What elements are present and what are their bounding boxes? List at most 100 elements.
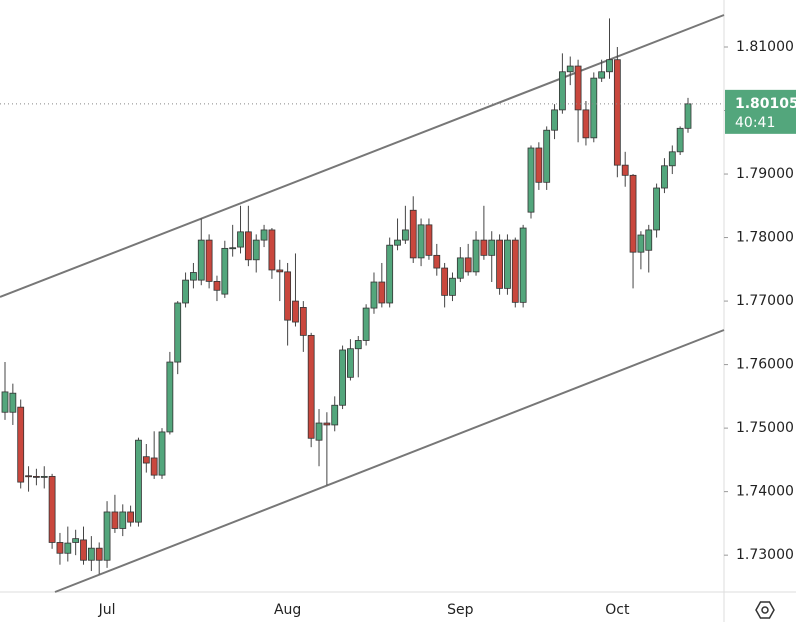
candle-body <box>315 422 323 441</box>
y-tick-label: 1.74000 <box>736 484 794 500</box>
candle-body <box>213 280 221 291</box>
candle-body <box>87 547 95 561</box>
candle-body <box>362 307 370 341</box>
candle-body <box>1 391 9 413</box>
candle-body <box>150 457 158 476</box>
candle-body <box>190 272 197 281</box>
candle-body <box>158 431 166 476</box>
channel-line <box>0 14 725 298</box>
candle-body <box>292 300 299 323</box>
candle-body <box>535 147 543 183</box>
candle-body <box>456 257 464 279</box>
candle-body <box>653 187 660 231</box>
candle-body <box>496 239 503 289</box>
candle-body <box>566 65 574 73</box>
y-tick-label: 1.73000 <box>736 547 794 563</box>
candle-body <box>370 281 378 309</box>
candle-body <box>323 422 331 426</box>
candle-body <box>409 209 417 259</box>
candle-body <box>480 239 488 256</box>
last-price-label: 1.80105 <box>735 96 796 112</box>
candle-body <box>394 239 401 246</box>
candle-body <box>48 475 56 543</box>
candle-body <box>166 361 174 433</box>
candle-body <box>205 239 213 282</box>
x-tick-label: Aug <box>274 602 301 618</box>
candle-body <box>95 547 103 561</box>
candle-body <box>64 542 72 554</box>
x-tick-label: Oct <box>605 602 630 618</box>
candle-body <box>33 475 40 478</box>
candle-body <box>40 475 48 478</box>
candle-body <box>441 267 449 296</box>
candle-body <box>425 224 433 256</box>
channel-line <box>54 329 725 593</box>
candle-body <box>661 165 668 189</box>
candle-body <box>268 229 276 271</box>
plot <box>1 18 692 575</box>
x-tick-label: Jul <box>98 602 116 618</box>
candle-body <box>637 234 645 253</box>
candle-body <box>284 271 292 321</box>
y-tick-label: 1.81000 <box>736 39 794 55</box>
settings-icon[interactable] <box>755 601 775 619</box>
candle-body <box>103 511 111 561</box>
candle-body <box>543 129 551 183</box>
candle-body <box>354 340 362 350</box>
candle-body <box>197 239 205 281</box>
y-tick-label: 1.78000 <box>736 230 794 246</box>
candle-body <box>621 164 629 176</box>
candle-body <box>527 147 535 213</box>
candle-body <box>684 103 692 129</box>
candle-body <box>17 406 25 483</box>
candle-body <box>260 229 268 241</box>
candle-body <box>56 542 64 554</box>
candle-body <box>574 65 582 111</box>
candle-body <box>417 224 425 259</box>
candle-body <box>142 456 150 464</box>
candle-body <box>519 227 527 303</box>
candle-body <box>401 229 409 241</box>
candle-body <box>449 277 456 296</box>
candle-body <box>488 239 496 256</box>
candle-body <box>347 348 354 378</box>
candle-body <box>135 439 142 523</box>
candle-body <box>72 538 80 543</box>
candle-body <box>229 247 237 250</box>
candle-body <box>299 307 307 336</box>
x-tick-label: Sep <box>447 602 474 618</box>
candle-body <box>606 59 613 73</box>
candle-body <box>244 231 252 261</box>
candle-body <box>386 244 394 304</box>
price-label-box <box>725 89 796 134</box>
candle-body <box>613 59 621 166</box>
candle-body <box>237 231 244 248</box>
candle-body <box>645 229 653 251</box>
candle-body <box>9 392 17 413</box>
y-tick-label: 1.76000 <box>736 357 794 373</box>
candle-body <box>504 239 511 289</box>
candle-body <box>119 511 127 529</box>
candle-body <box>558 71 566 111</box>
candle-body <box>472 239 480 273</box>
candle-body <box>464 257 472 273</box>
candle-body <box>111 511 119 529</box>
y-tick-label: 1.77000 <box>736 293 794 309</box>
candle-body <box>598 71 606 79</box>
candle-body <box>511 239 519 303</box>
candle-body <box>378 281 386 304</box>
candle-body <box>668 151 676 167</box>
candle-body <box>551 109 558 131</box>
candle-body <box>80 539 87 561</box>
candle-body <box>252 239 260 261</box>
candle-body <box>590 77 598 139</box>
countdown: 40:41 <box>735 115 775 131</box>
candle-body <box>629 174 637 253</box>
candle-body <box>433 254 441 269</box>
candle-body <box>582 109 590 139</box>
y-tick-label: 1.75000 <box>736 420 794 436</box>
candle-body <box>307 334 315 439</box>
candle-body <box>25 475 32 478</box>
candle-body <box>676 127 684 153</box>
